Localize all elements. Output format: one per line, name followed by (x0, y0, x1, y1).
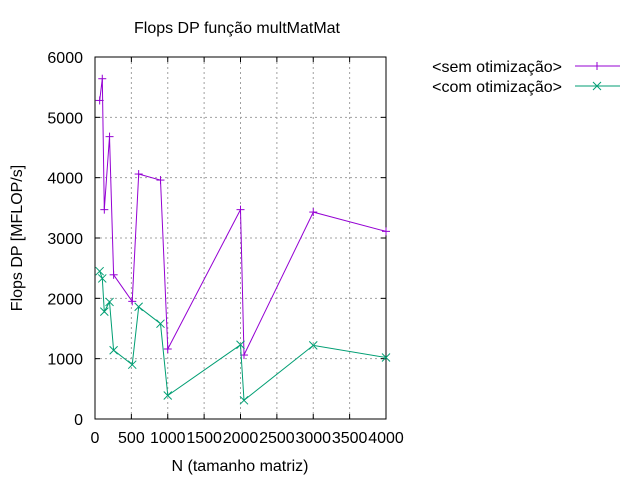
x-tick-label: 2000 (223, 430, 259, 447)
data-point (105, 297, 114, 307)
legend-label: <com otimização> (432, 79, 562, 96)
data-point (128, 297, 137, 306)
data-point (95, 96, 104, 105)
x-tick-label: 3000 (295, 430, 331, 447)
data-point (105, 132, 114, 141)
data-point (156, 176, 165, 185)
y-tick-label: 2000 (47, 291, 83, 308)
data-point (100, 205, 109, 214)
x-tick-label: 0 (91, 430, 100, 447)
data-point (98, 74, 107, 83)
data-point (127, 360, 137, 370)
data-point (95, 266, 105, 276)
x-tick-label: 1500 (186, 430, 222, 447)
data-point (236, 340, 245, 350)
data-point (156, 319, 165, 329)
y-tick-label: 4000 (47, 171, 83, 188)
data-point (309, 208, 318, 217)
data-point (109, 270, 118, 279)
y-tick-label: 6000 (47, 50, 83, 67)
x-tick-label: 1000 (150, 430, 186, 447)
x-tick-label: 500 (118, 430, 145, 447)
data-point (97, 274, 107, 283)
series-sem-otimizacao (95, 74, 390, 360)
data-point (134, 302, 144, 312)
series-com-otimizacao (95, 266, 391, 405)
data-point (236, 205, 245, 214)
legend-label: <sem otimização> (432, 59, 562, 76)
legend-swatch-marker (593, 62, 601, 70)
y-axis-label: Flops DP [MFLOP/s] (9, 165, 26, 311)
x-tick-label: 2500 (259, 430, 295, 447)
data-point (163, 391, 173, 400)
data-point (99, 307, 109, 316)
x-tick-label: 4000 (368, 430, 404, 447)
legend-swatch-marker (592, 81, 602, 91)
chart-title: Flops DP função multMatMat (134, 20, 341, 37)
x-tick-label: 3500 (332, 430, 368, 447)
data-point (381, 353, 391, 362)
data-point (109, 345, 118, 355)
data-point (134, 170, 143, 179)
y-tick-label: 5000 (47, 110, 83, 127)
y-tick-label: 3000 (47, 231, 83, 248)
y-tick-label: 1000 (47, 352, 83, 369)
series-line (99, 78, 387, 356)
data-point (308, 341, 318, 350)
data-point (239, 395, 249, 405)
y-tick-label: 0 (74, 412, 83, 429)
data-point (382, 227, 390, 236)
x-axis-label: N (tamanho matriz) (172, 458, 309, 475)
data-point (163, 345, 172, 354)
